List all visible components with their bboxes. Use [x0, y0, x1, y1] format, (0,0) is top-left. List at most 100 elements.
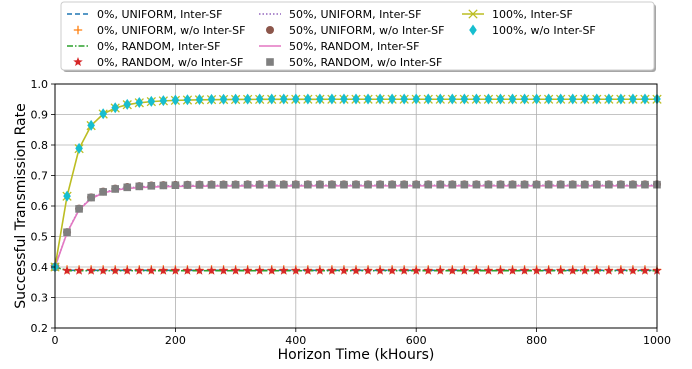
- data-point: [339, 265, 349, 275]
- data-point: [159, 95, 168, 107]
- data-point: [279, 93, 288, 105]
- y-tick-label: 0.4: [31, 261, 49, 274]
- x-axis-label: Horizon Time (kHours): [278, 347, 435, 363]
- series-9: [51, 93, 661, 273]
- data-point: [231, 93, 240, 105]
- y-tick-label: 0.9: [31, 109, 49, 122]
- legend-entry: 50%, RANDOM, Inter-SF: [259, 40, 419, 53]
- data-point: [520, 93, 529, 105]
- data-point: [183, 181, 192, 189]
- data-point: [364, 180, 372, 189]
- data-point: [617, 93, 625, 105]
- data-point: [400, 93, 408, 105]
- x-tick-label: 400: [285, 334, 306, 347]
- data-point: [135, 182, 144, 191]
- legend-entry: 0%, RANDOM, Inter-SF: [67, 40, 220, 53]
- data-point: [218, 265, 229, 275]
- legend-entry: 50%, UNIFORM, Inter-SF: [259, 8, 421, 21]
- legend-label: 50%, UNIFORM, w/o Inter-SF: [289, 24, 444, 37]
- data-point: [543, 265, 554, 275]
- data-point: [460, 93, 469, 105]
- data-point: [315, 265, 325, 275]
- data-point: [629, 93, 637, 105]
- legend-entry: 0%, RANDOM, w/o Inter-SF: [73, 56, 243, 69]
- y-tick-label: 0.7: [31, 170, 49, 183]
- data-point: [267, 180, 276, 189]
- legend-box: [60, 1, 655, 71]
- legend-label: 0%, RANDOM, Inter-SF: [97, 40, 220, 53]
- data-point: [400, 180, 408, 189]
- series-4: [54, 184, 657, 268]
- data-point: [436, 180, 445, 189]
- data-point: [135, 96, 144, 108]
- data-point: [412, 93, 420, 105]
- data-point: [556, 93, 565, 105]
- data-point: [304, 93, 312, 105]
- legend-entry: 100%, Inter-SF: [462, 8, 573, 21]
- data-point: [170, 265, 181, 275]
- data-point: [593, 93, 601, 105]
- data-point: [472, 180, 481, 189]
- data-point: [593, 180, 601, 189]
- data-point: [352, 93, 360, 105]
- series-6: [54, 185, 657, 268]
- legend-label: 50%, UNIFORM, Inter-SF: [289, 8, 421, 21]
- data-point: [147, 182, 156, 190]
- data-point: [63, 190, 71, 202]
- legend-label: 0%, RANDOM, w/o Inter-SF: [97, 56, 243, 69]
- data-point: [303, 265, 313, 275]
- data-point: [592, 265, 602, 275]
- data-point: [424, 180, 433, 189]
- data-point: [195, 94, 204, 106]
- data-point: [448, 93, 457, 105]
- series-3: [50, 262, 662, 275]
- series-7: [51, 180, 661, 271]
- legend-marker: [468, 9, 478, 19]
- data-point: [87, 193, 95, 202]
- x-tick-label: 200: [165, 334, 186, 347]
- data-point: [340, 180, 348, 189]
- data-point: [568, 180, 577, 189]
- data-point: [231, 180, 240, 189]
- data-point: [316, 180, 324, 189]
- data-point: [520, 180, 529, 189]
- data-point: [567, 265, 578, 275]
- data-point: [195, 181, 204, 189]
- data-point: [508, 93, 517, 105]
- data-point: [423, 265, 433, 275]
- data-point: [99, 188, 107, 196]
- data-point: [99, 108, 107, 120]
- data-point: [532, 180, 541, 189]
- legend-label: 100%, Inter-SF: [492, 8, 573, 21]
- data-point: [544, 180, 553, 189]
- data-point: [87, 119, 95, 131]
- data-point: [436, 93, 445, 105]
- data-point: [640, 265, 650, 275]
- legend-label: 100%, w/o Inter-SF: [492, 24, 596, 37]
- data-point: [604, 265, 614, 275]
- data-point: [182, 265, 193, 275]
- y-tick-label: 0.3: [31, 292, 49, 305]
- data-point: [291, 265, 301, 275]
- legend-label: 50%, RANDOM, w/o Inter-SF: [289, 56, 442, 69]
- legend-marker: [73, 57, 83, 67]
- data-point: [580, 265, 590, 275]
- data-point: [412, 180, 420, 189]
- data-point: [158, 265, 169, 275]
- data-point: [75, 205, 83, 213]
- data-point: [616, 265, 626, 275]
- data-point: [267, 93, 276, 105]
- data-point: [617, 180, 625, 189]
- data-point: [424, 93, 433, 105]
- data-point: [388, 180, 396, 189]
- data-point: [532, 93, 541, 105]
- data-point: [194, 265, 205, 275]
- data-point: [207, 93, 216, 105]
- legend-entry: 0%, UNIFORM, Inter-SF: [67, 8, 222, 21]
- data-point: [484, 180, 493, 189]
- series-line: [54, 185, 657, 268]
- x-tick-label: 0: [52, 334, 59, 347]
- data-point: [580, 180, 589, 189]
- data-point: [74, 265, 84, 275]
